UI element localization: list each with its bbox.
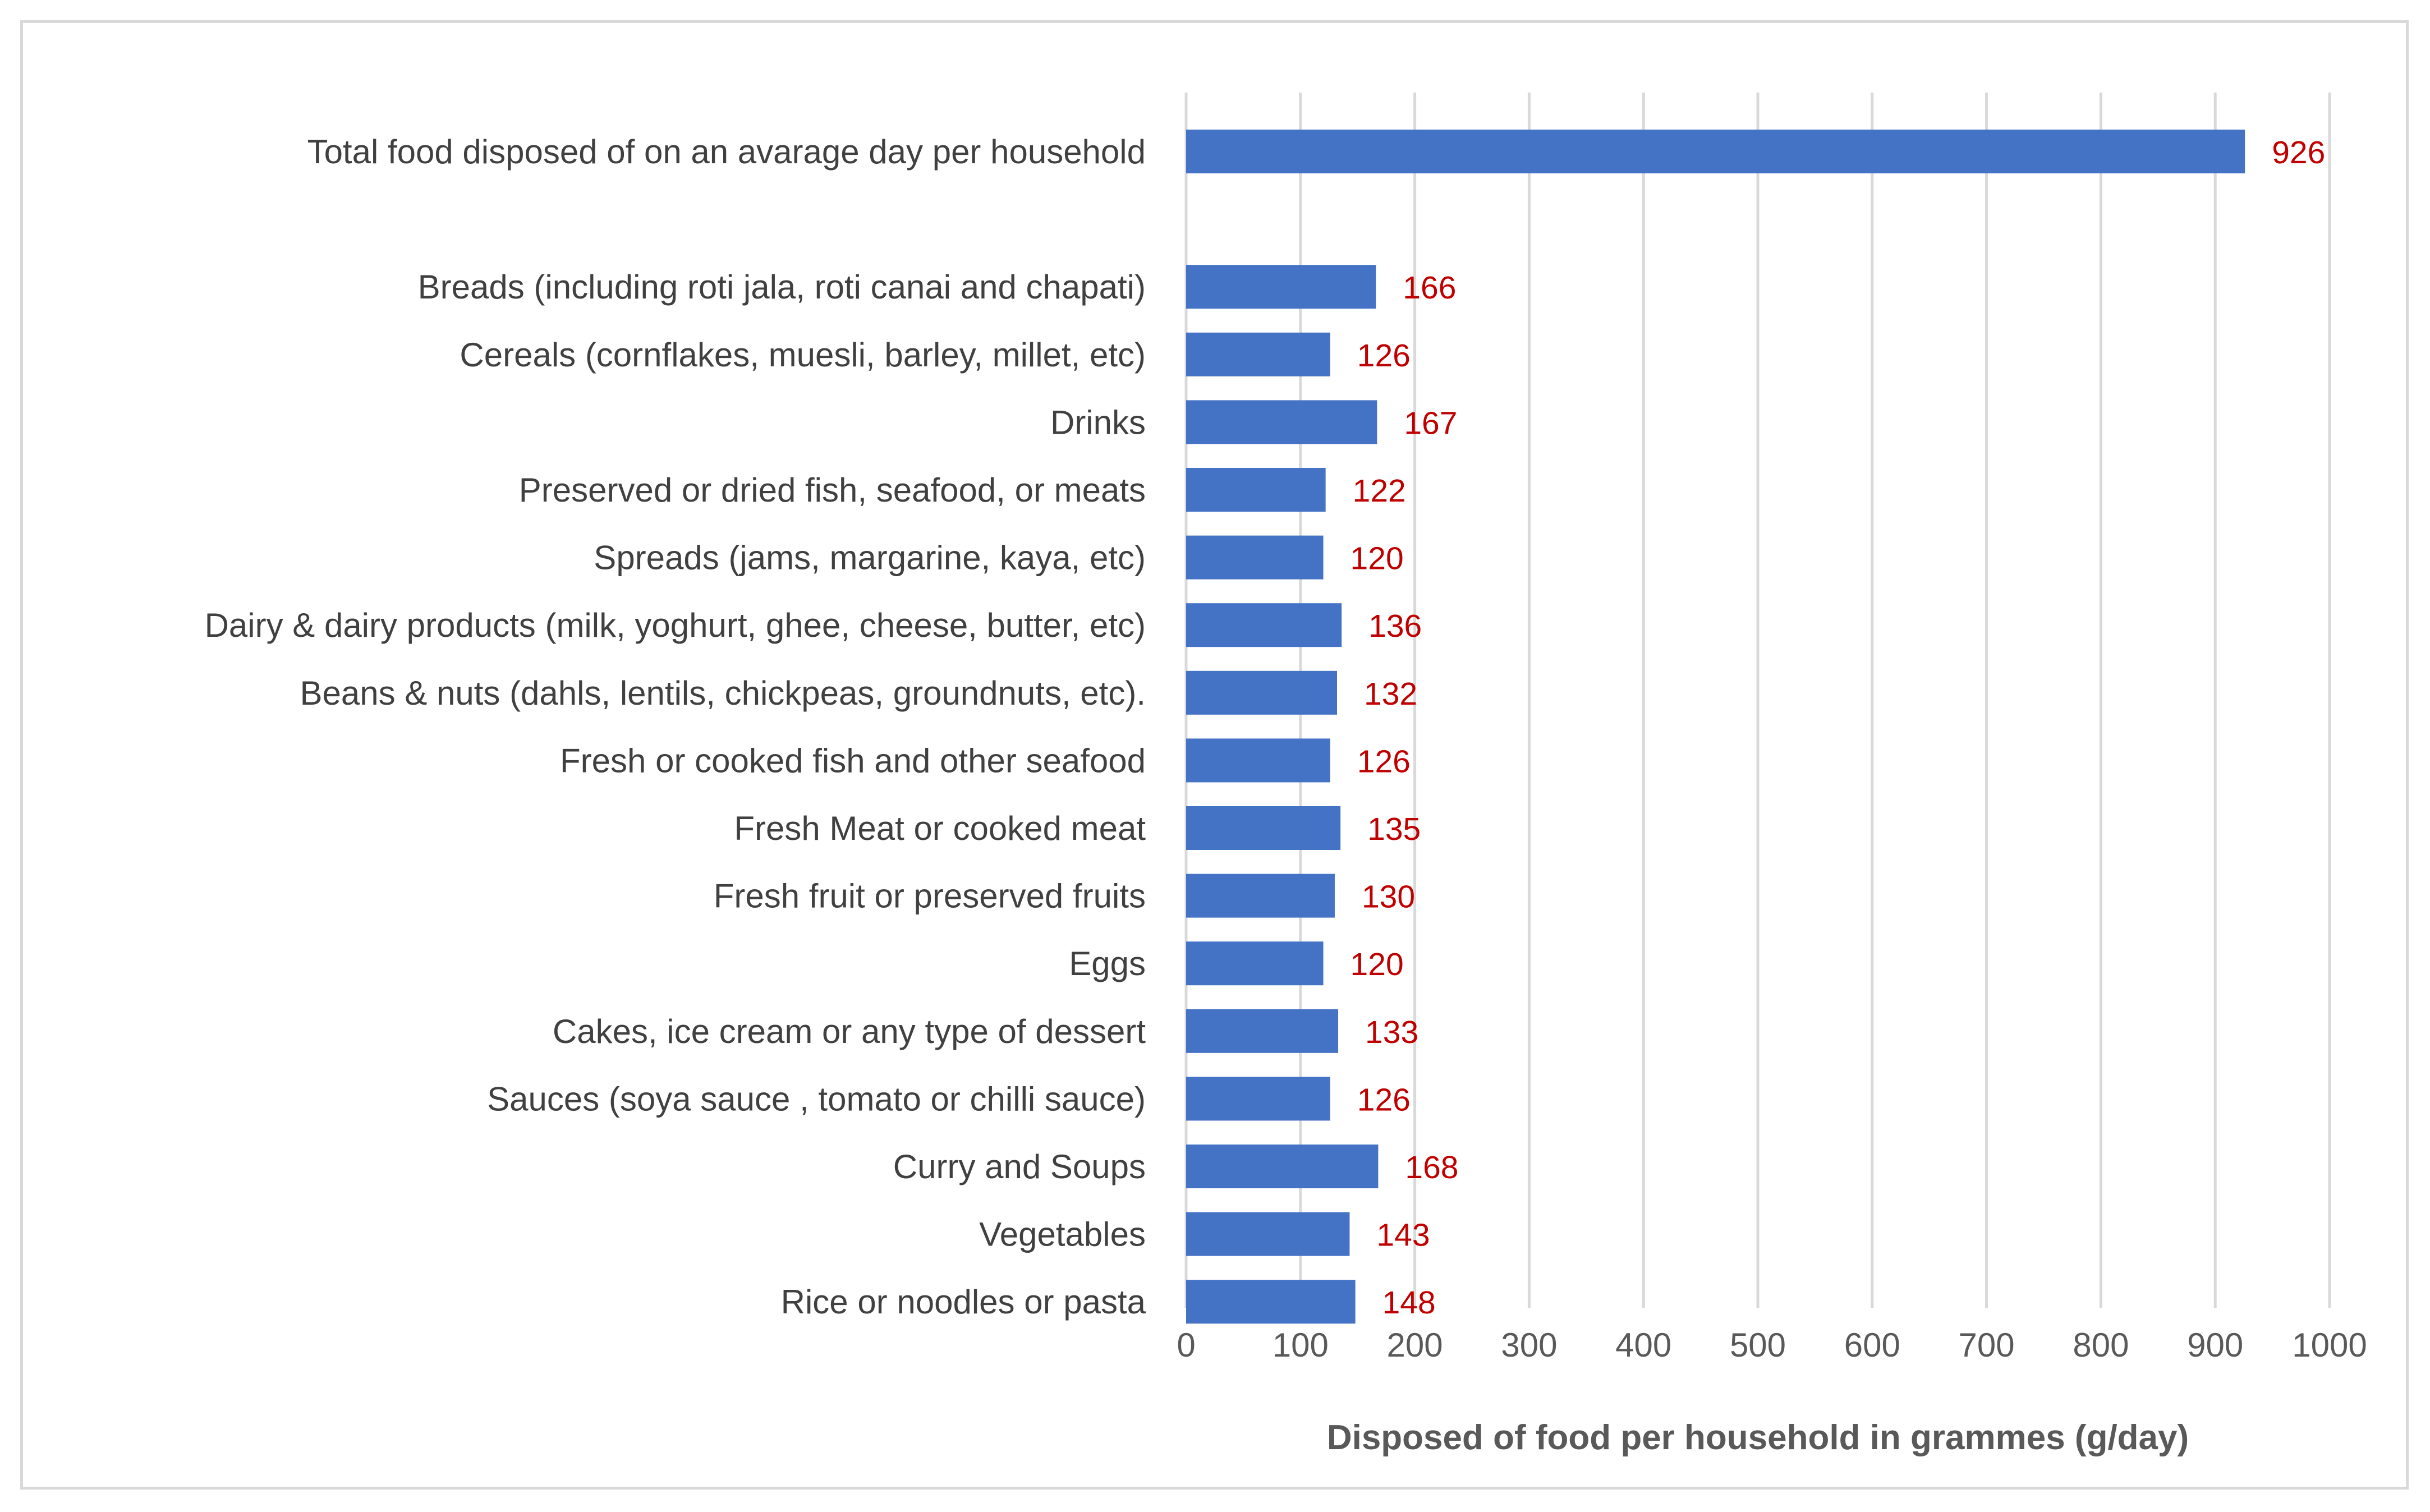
category-label: Fresh or cooked fish and other seafood: [560, 742, 1146, 779]
bar: [1186, 1280, 1356, 1324]
data-label: 926: [2272, 135, 2325, 171]
data-label: 133: [1365, 1014, 1418, 1050]
category-label: Fresh Meat or cooked meat: [734, 810, 1146, 847]
data-label: 148: [1382, 1285, 1436, 1321]
x-tick-label: 700: [1959, 1326, 2015, 1364]
bar: [1186, 130, 2245, 173]
category-label: Drinks: [1050, 403, 1146, 441]
data-label: 126: [1357, 743, 1411, 779]
bar: [1186, 670, 1338, 715]
bar: [1186, 603, 1342, 647]
category-label: Cakes, ice cream or any type of dessert: [553, 1013, 1146, 1050]
bar: [1186, 535, 1324, 580]
x-tick-labels: 0 100 200 300 400 500 600 700 800 900 1000: [1177, 1326, 2367, 1364]
x-tick-label: 1000: [2292, 1326, 2367, 1364]
category-label: Cereals (cornflakes, muesli, barley, mil…: [460, 336, 1146, 374]
data-label: 126: [1357, 338, 1411, 374]
bar-chart: Total food disposed of on an avarage day…: [205, 93, 2367, 1457]
x-tick-label: 200: [1387, 1326, 1443, 1364]
bar: [1186, 265, 1376, 309]
data-label: 136: [1368, 608, 1422, 644]
data-label: 122: [1353, 473, 1406, 509]
bar: [1186, 874, 1335, 918]
category-label: Curry and Soups: [893, 1148, 1146, 1185]
category-labels: Total food disposed of on an avarage day…: [205, 133, 1146, 1321]
data-label: 120: [1350, 541, 1404, 577]
x-tick-label: 300: [1501, 1326, 1557, 1364]
x-tick-label: 400: [1615, 1326, 1671, 1364]
bar: [1186, 738, 1330, 783]
category-label: Fresh fruit or preserved fruits: [714, 877, 1146, 915]
category-label: Beans & nuts (dahls, lentils, chickpeas,…: [300, 674, 1146, 712]
category-label: Dairy & dairy products (milk, yoghurt, g…: [205, 606, 1146, 644]
data-label: 132: [1364, 676, 1417, 712]
bar: [1186, 1077, 1330, 1121]
data-label: 135: [1367, 811, 1421, 847]
x-axis-title: Disposed of food per household in gramme…: [1327, 1418, 2189, 1457]
x-tick-label: 0: [1177, 1326, 1195, 1364]
category-label: Total food disposed of on an avarage day…: [307, 133, 1146, 171]
data-label: 167: [1404, 405, 1457, 441]
category-label: Rice or noodles or pasta: [781, 1283, 1146, 1321]
bar: [1186, 468, 1326, 512]
data-label: 168: [1405, 1150, 1458, 1185]
category-label: Vegetables: [979, 1216, 1146, 1253]
category-label: Eggs: [1069, 945, 1146, 982]
chart-frame: Total food disposed of on an avarage day…: [20, 20, 2409, 1490]
bar: [1186, 1009, 1339, 1053]
x-tick-label: 800: [2073, 1326, 2129, 1364]
data-label: 120: [1350, 946, 1404, 982]
x-tick-label: 100: [1273, 1326, 1329, 1364]
x-tick-label: 500: [1730, 1326, 1786, 1364]
bar: [1186, 806, 1341, 850]
data-label: 166: [1403, 270, 1456, 306]
data-label: 143: [1376, 1217, 1430, 1253]
category-label: Spreads (jams, margarine, kaya, etc): [594, 539, 1146, 577]
bar: [1186, 941, 1324, 986]
bars: [1186, 130, 2245, 1324]
category-label: Breads (including roti jala, roti canai …: [418, 268, 1146, 306]
bar: [1186, 1145, 1379, 1188]
data-labels: 926 166 126 167 122 120 136 132 126 135 130 120 133 1…: [1350, 135, 2326, 1321]
category-label: Preserved or dried fish, seafood, or mea…: [519, 471, 1146, 509]
bar: [1186, 332, 1330, 376]
bar: [1186, 1212, 1350, 1256]
data-label: 130: [1362, 879, 1415, 915]
category-label: Sauces (soya sauce , tomato or chilli sa…: [487, 1080, 1146, 1118]
bar: [1186, 400, 1377, 444]
x-tick-label: 900: [2187, 1326, 2243, 1364]
data-label: 126: [1357, 1082, 1411, 1118]
x-tick-label: 600: [1844, 1326, 1900, 1364]
